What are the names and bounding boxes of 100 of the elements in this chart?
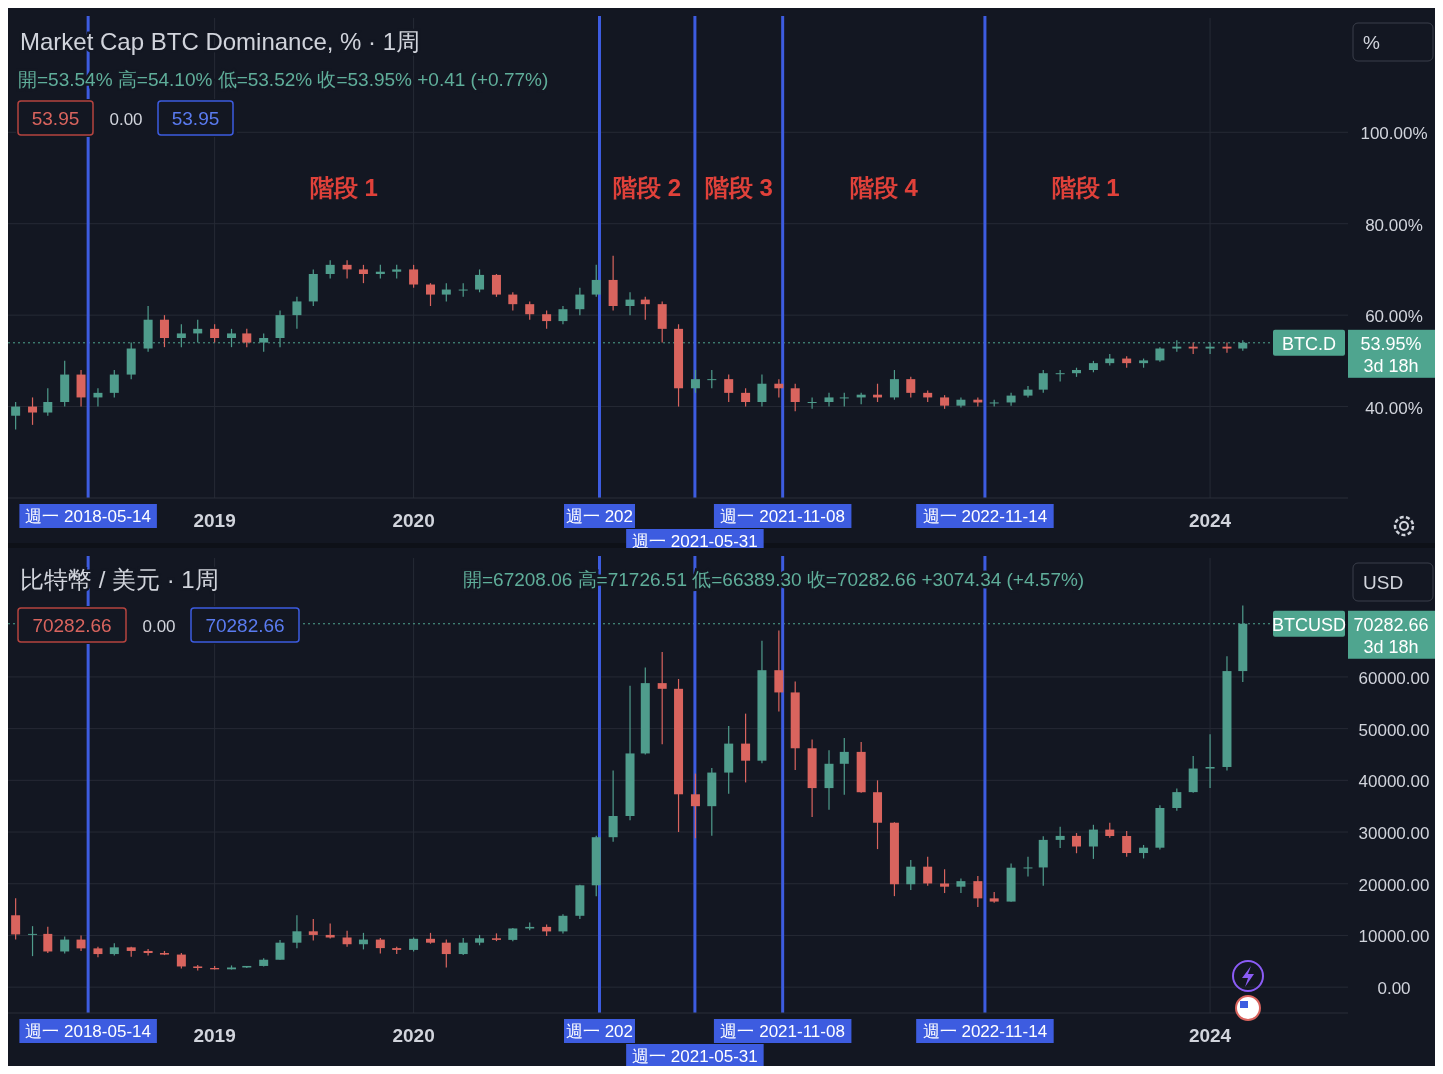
candlestick [441, 282, 451, 303]
candlestick [741, 387, 751, 408]
candlestick [906, 376, 916, 399]
candlestick [109, 369, 119, 399]
ref-line-label: 週一 2022-11-14 [922, 1022, 1048, 1041]
ref-line-label: 週一 2022-11-14 [922, 507, 1048, 526]
y-tick-label: 40.00% [1365, 398, 1423, 418]
candlestick [426, 282, 435, 307]
ref-line-label: 週一 202 [565, 507, 634, 526]
candlestick [11, 897, 21, 941]
candlestick [625, 291, 635, 316]
candlestick [292, 296, 302, 330]
annotation: 0.00 [142, 617, 176, 636]
candlestick [542, 309, 552, 330]
candlestick [508, 291, 518, 312]
candlestick [790, 383, 800, 412]
ref-line-label: 週一 2018-05-14 [25, 507, 151, 526]
text: 3d 18h [1363, 636, 1419, 657]
annotation: 階段 1 [309, 174, 378, 201]
annotation: 階段 2 [613, 174, 682, 201]
candlestick [76, 369, 86, 408]
y-tick-label: 30000.00 [1358, 824, 1430, 844]
y-tick-label: 0.00 [1377, 979, 1411, 999]
ref-line-label: 週一 2018-05-14 [25, 1022, 151, 1041]
candlestick [1055, 826, 1065, 849]
candlestick [1088, 824, 1098, 860]
annotation: 70282.66 [32, 615, 112, 636]
candlestick [724, 373, 734, 403]
candlestick [906, 859, 916, 891]
candlestick [491, 273, 501, 298]
text: 3d 18h [1363, 355, 1419, 376]
candlestick [159, 314, 169, 348]
y-tick-label: 80.00% [1365, 215, 1423, 235]
y-tick-label: 40000.00 [1358, 772, 1430, 792]
annotation: 53.95 [31, 108, 80, 129]
candlestick [409, 264, 419, 289]
candlestick [807, 396, 817, 410]
candlestick [824, 392, 834, 408]
y-tick-label: 10000.00 [1358, 927, 1430, 947]
candlestick [11, 401, 21, 431]
y-tick-label: 50000.00 [1358, 720, 1430, 740]
candlestick [1023, 856, 1033, 878]
candlestick [525, 300, 535, 321]
x-tick-label: 2024 [1188, 510, 1232, 531]
candlestick [608, 769, 618, 843]
text: 70282.66 [1353, 614, 1429, 635]
x-tick-label: 2020 [392, 1025, 435, 1046]
y-tick-label: 20000.00 [1358, 875, 1430, 895]
ref-line-label: 週一 2021-11-08 [720, 507, 845, 526]
annotation: 階段 3 [704, 174, 773, 201]
candlestick [475, 268, 485, 293]
candlestick [1122, 830, 1132, 858]
annotation: 0.00 [109, 110, 143, 129]
candlestick [923, 856, 933, 887]
candlestick [757, 373, 767, 408]
annotation: 階段 1 [1051, 174, 1120, 201]
candlestick [342, 930, 352, 948]
candlestick [889, 369, 899, 401]
candlestick [1222, 341, 1232, 354]
candlestick [741, 713, 751, 783]
candlestick [575, 287, 585, 316]
candlestick [707, 369, 717, 389]
candlestick [839, 737, 849, 796]
candlestick [275, 939, 285, 961]
candlestick [973, 875, 983, 908]
candlestick [1188, 755, 1198, 794]
candlestick [940, 868, 950, 894]
ref-line-label: 週一 2021-05-31 [632, 1047, 758, 1066]
ref-line-label: BTC.D [1282, 333, 1336, 354]
y-tick-label: 100.00% [1360, 124, 1428, 144]
candlestick [690, 773, 700, 839]
ref-line-label: 週一 202 [565, 1022, 634, 1041]
candlestick [43, 387, 53, 417]
candlestick [143, 948, 153, 957]
x-tick-label: 2024 [1188, 1025, 1232, 1046]
x-tick-label: 2019 [193, 1025, 236, 1046]
candlestick [28, 925, 38, 957]
x-tick-label: 2019 [193, 510, 236, 531]
candlestick [308, 918, 318, 942]
candlestick [956, 877, 966, 894]
candlestick [1038, 369, 1048, 394]
candlestick [690, 369, 700, 394]
candlestick [1205, 733, 1215, 789]
text: USD [1363, 572, 1404, 593]
candlestick [657, 651, 667, 745]
candlestick [358, 264, 368, 284]
y-tick-label: 60000.00 [1358, 668, 1430, 688]
candlestick [210, 323, 220, 344]
candlestick [774, 629, 784, 713]
candlestick [43, 926, 53, 954]
text: % [1363, 32, 1380, 53]
candlestick [591, 264, 601, 298]
candlestick [28, 396, 38, 426]
candlestick [1172, 788, 1182, 812]
annotation: 70282.66 [205, 615, 285, 636]
text: 53.95% [1360, 333, 1422, 354]
ref-line-label: BTCUSD [1271, 614, 1347, 635]
candlestick [558, 913, 568, 934]
ref-line-label: 週一 2021-11-08 [720, 1022, 845, 1041]
ref-line-label: 週一 2021-05-31 [632, 532, 758, 551]
